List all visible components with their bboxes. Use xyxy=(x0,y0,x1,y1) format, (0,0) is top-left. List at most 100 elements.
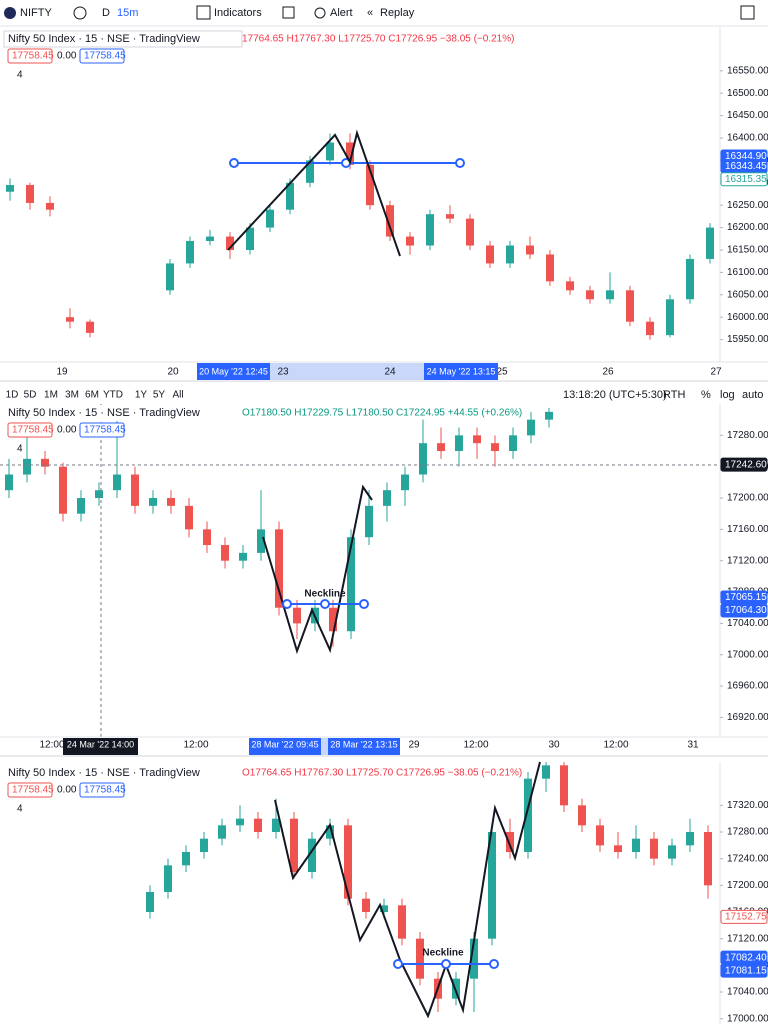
order-box[interactable] xyxy=(7,48,53,64)
range-button[interactable]: All xyxy=(172,390,183,401)
order-spread: 0.00 xyxy=(57,51,77,62)
candle-body xyxy=(650,838,658,859)
handle[interactable] xyxy=(359,599,369,609)
order-spread: 0.00 xyxy=(57,425,77,436)
candle-body xyxy=(131,474,139,506)
replay[interactable]: Replay xyxy=(380,7,415,19)
x-tick-label: 12:00 xyxy=(39,740,64,751)
annotation: Neckline xyxy=(422,948,464,959)
order-box[interactable] xyxy=(79,782,125,798)
time-highlight: 24 Mar '22 14:00 xyxy=(67,739,134,749)
y-tick-label: 17200.00 xyxy=(727,493,768,504)
legend-title: Nifty 50 Index · 15 · NSE · TradingView xyxy=(8,767,200,779)
indicators-icon[interactable] xyxy=(196,5,211,20)
candles xyxy=(5,407,553,647)
candle-body xyxy=(488,832,496,939)
candle-body xyxy=(149,498,157,506)
auto[interactable]: auto xyxy=(742,389,763,401)
candle-body xyxy=(437,443,445,452)
x-tick-label: 19 xyxy=(56,367,68,378)
handle[interactable] xyxy=(229,158,239,168)
candle-body xyxy=(466,218,474,246)
x-tick-label: 29 xyxy=(408,740,420,751)
order-box[interactable] xyxy=(7,422,53,438)
interval[interactable]: 15m xyxy=(117,7,138,19)
indicators-count[interactable]: 4 xyxy=(17,70,23,81)
candle-body xyxy=(527,419,535,436)
candle-body xyxy=(203,529,211,546)
indicators-count[interactable]: 4 xyxy=(17,804,23,815)
range-button[interactable]: 1M xyxy=(44,390,58,401)
add-symbol[interactable] xyxy=(73,6,87,20)
candle-body xyxy=(365,505,373,538)
y-tick-label: 17120.00 xyxy=(727,933,768,944)
layout-icon[interactable] xyxy=(282,6,295,19)
candle-body xyxy=(426,214,434,246)
candle-body xyxy=(346,142,354,165)
percent[interactable]: % xyxy=(701,389,711,401)
candle-body xyxy=(473,435,481,444)
price-label: 17242.60 xyxy=(725,459,767,470)
candle-body xyxy=(542,765,550,779)
range-button[interactable]: 5Y xyxy=(153,390,166,401)
range-button[interactable]: 3M xyxy=(65,390,79,401)
alert-icon[interactable] xyxy=(314,7,326,19)
candle-body xyxy=(704,832,712,886)
time-highlight-bg xyxy=(63,738,138,755)
candle-body xyxy=(286,182,294,210)
alert[interactable]: Alert xyxy=(330,7,353,19)
order-box[interactable] xyxy=(79,422,125,438)
candle-body xyxy=(293,607,301,624)
order-box[interactable] xyxy=(7,782,53,798)
indicators-count[interactable]: 4 xyxy=(17,444,23,455)
candle-body xyxy=(182,852,190,866)
price-label: 16315.35 xyxy=(725,174,767,185)
price-label: 16344.90 xyxy=(725,151,767,162)
candle-body xyxy=(226,236,234,250)
interval-prefix[interactable]: D xyxy=(102,7,110,19)
y-tick-label: 16920.00 xyxy=(727,712,768,723)
time-highlight: 24 May '22 13:15 xyxy=(427,366,496,376)
candle-body xyxy=(506,832,514,852)
indicators[interactable]: Indicators xyxy=(214,7,262,19)
replay-icon[interactable]: « xyxy=(367,7,373,19)
candle-body xyxy=(606,290,614,300)
range-button[interactable]: YTD xyxy=(103,390,123,401)
drawings xyxy=(0,129,720,1019)
pattern-line[interactable] xyxy=(262,484,373,655)
fullscreen[interactable] xyxy=(740,5,755,20)
x-tick-label: 12:00 xyxy=(463,740,488,751)
handle[interactable] xyxy=(282,599,292,609)
pattern-line[interactable] xyxy=(227,129,401,257)
range-button[interactable]: 1Y xyxy=(135,390,148,401)
legend-bg xyxy=(4,765,242,781)
symbol[interactable]: NIFTY xyxy=(20,7,52,19)
handle[interactable] xyxy=(455,158,465,168)
handle[interactable] xyxy=(489,959,499,969)
handle[interactable] xyxy=(393,959,403,969)
pattern-line[interactable] xyxy=(274,761,541,1019)
log[interactable]: log xyxy=(720,389,735,401)
candle-body xyxy=(586,290,594,300)
range-button[interactable]: 6M xyxy=(85,390,99,401)
handle[interactable] xyxy=(441,959,451,969)
price-label-bg xyxy=(720,457,768,472)
order-box[interactable] xyxy=(79,48,125,64)
order-buy: 17758.45 xyxy=(84,51,126,62)
candle-body xyxy=(113,474,121,491)
session[interactable]: RTH xyxy=(663,389,685,401)
time-highlight-bg xyxy=(197,363,270,380)
range-button[interactable]: 1D xyxy=(6,390,19,401)
candle-body xyxy=(491,443,499,452)
candle-body xyxy=(455,435,463,452)
candle-body xyxy=(218,825,226,839)
y-tick-label: 16250.00 xyxy=(727,200,768,211)
candle-body xyxy=(614,845,622,852)
candle-body xyxy=(419,443,427,475)
x-tick-label: 25 xyxy=(496,367,508,378)
candle-body xyxy=(668,845,676,859)
y-tick-label: 17040.00 xyxy=(727,987,768,998)
candle-body xyxy=(546,254,554,282)
handle[interactable] xyxy=(320,599,330,609)
range-button[interactable]: 5D xyxy=(24,390,37,401)
